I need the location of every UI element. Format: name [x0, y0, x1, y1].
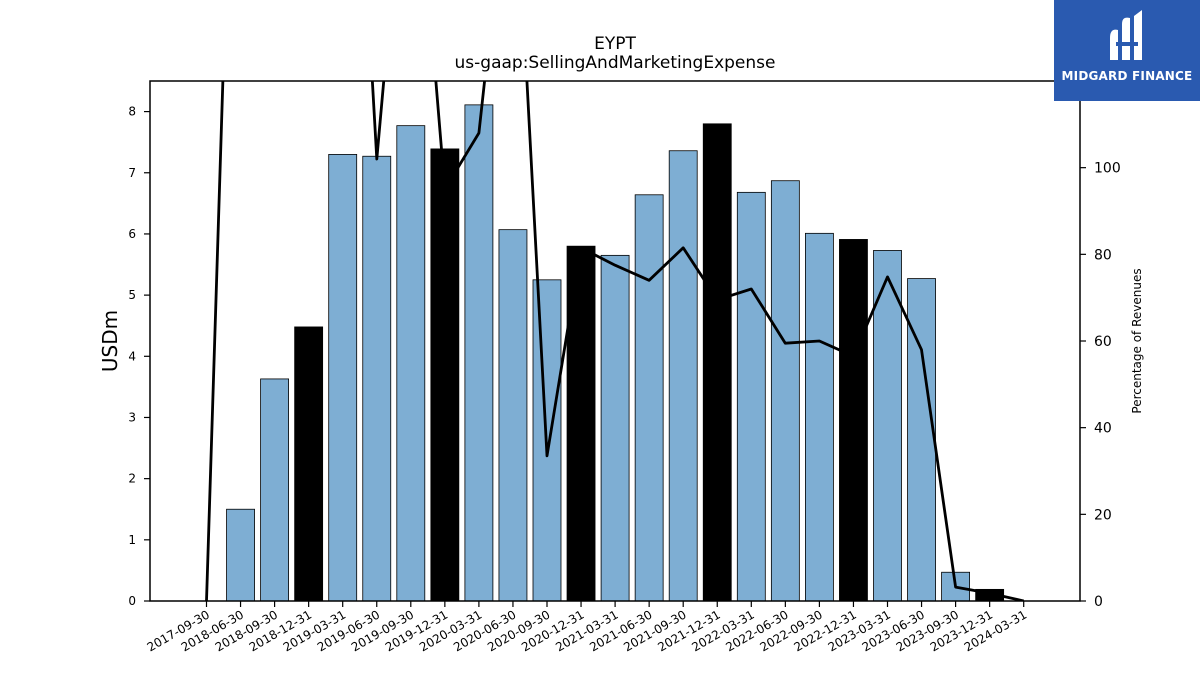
y-tick-label: 7 [128, 166, 136, 180]
y2-tick-label: 100 [1094, 161, 1121, 177]
bar [736, 191, 766, 602]
y2-tick-label: 0 [1094, 594, 1103, 610]
logo-mark-icon [1110, 10, 1142, 61]
y-axis-label: USDm [98, 310, 122, 372]
y-tick-label: 2 [128, 472, 136, 486]
logo-text: MIDGARD FINANCE [1061, 69, 1193, 83]
y2-axis-label: Percentage of Revenues [1130, 268, 1144, 413]
y2-tick-label: 20 [1094, 507, 1112, 523]
bar [873, 250, 902, 602]
bar [770, 180, 800, 602]
bar [294, 326, 324, 602]
y-tick-label: 6 [128, 227, 136, 241]
bar [805, 232, 834, 602]
right-axis: 0 20 40 60 80 100 [1080, 161, 1121, 610]
bar [362, 155, 392, 602]
bar [839, 239, 868, 602]
bar [498, 229, 528, 602]
bar [260, 378, 290, 602]
bar [634, 194, 664, 602]
midgard-finance-logo: MIDGARD FINANCE [1054, 0, 1200, 101]
bar [328, 154, 358, 602]
bar [396, 125, 426, 602]
y-tick-label: 1 [128, 533, 136, 547]
y2-tick-label: 40 [1094, 421, 1112, 437]
left-axis: 0 1 2 3 4 5 6 7 8 [128, 105, 150, 608]
bar [702, 123, 732, 602]
chart-title: EYPT [594, 34, 636, 54]
y-tick-label: 0 [128, 594, 136, 608]
bar [600, 254, 630, 602]
x-axis: 2017-09-302018-06-302018-09-302018-12-31… [145, 601, 1029, 654]
y-tick-label: 4 [128, 349, 136, 363]
bar [464, 104, 494, 602]
y-tick-label: 5 [128, 288, 136, 302]
y2-tick-label: 60 [1094, 334, 1112, 350]
y2-tick-label: 80 [1094, 247, 1112, 263]
bar-series [226, 104, 1005, 602]
bar [668, 150, 698, 602]
bar [226, 508, 255, 602]
y-tick-label: 8 [128, 105, 136, 119]
bar [430, 148, 460, 602]
percentage-line-series [205, 81, 1025, 601]
percentage-line [205, 81, 1025, 601]
y-tick-label: 3 [128, 410, 136, 424]
chart-subtitle: us-gaap:SellingAndMarketingExpense [455, 53, 776, 73]
